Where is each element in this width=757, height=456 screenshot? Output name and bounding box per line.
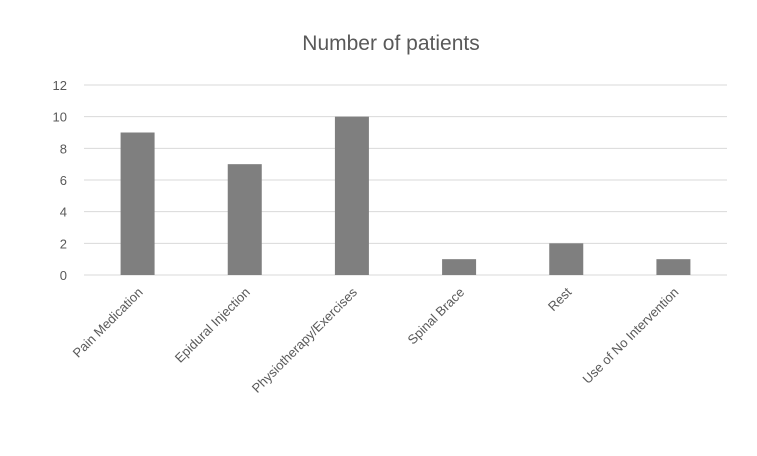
y-tick-label: 10 <box>53 110 67 125</box>
x-category-label: Use of No Intervention <box>579 285 681 387</box>
bar-spinal-brace <box>442 259 477 275</box>
y-tick-label: 4 <box>60 205 67 220</box>
bars <box>120 116 691 276</box>
y-tick-label: 8 <box>60 141 67 156</box>
x-category-label: Rest <box>545 284 575 314</box>
chart-title: Number of patients <box>302 32 479 55</box>
gridlines <box>84 84 727 276</box>
y-tick-label: 0 <box>60 268 67 283</box>
y-tick-label: 6 <box>60 173 67 188</box>
x-category-label: Epidural Injection <box>172 285 253 366</box>
bar-physiotherapy-exercises <box>334 116 369 276</box>
x-category-label: Physiotherapy/Exercises <box>249 284 361 396</box>
x-axis-category-labels: Pain Medication Epidural InjectionPhysiot… <box>70 284 682 396</box>
bar-rest <box>549 243 584 275</box>
y-axis-ticks: 0 2 4 6 8 10 12 <box>53 78 67 283</box>
y-tick-label: 12 <box>53 78 67 93</box>
x-category-label: Pain Medication <box>70 285 146 361</box>
x-category-label: Spinal Brace <box>404 285 467 348</box>
bar-use-of-no-intervention <box>656 259 691 275</box>
y-tick-label: 2 <box>60 236 67 251</box>
bar-pain-medication <box>120 132 155 275</box>
bar-epidural-injection <box>227 164 262 275</box>
